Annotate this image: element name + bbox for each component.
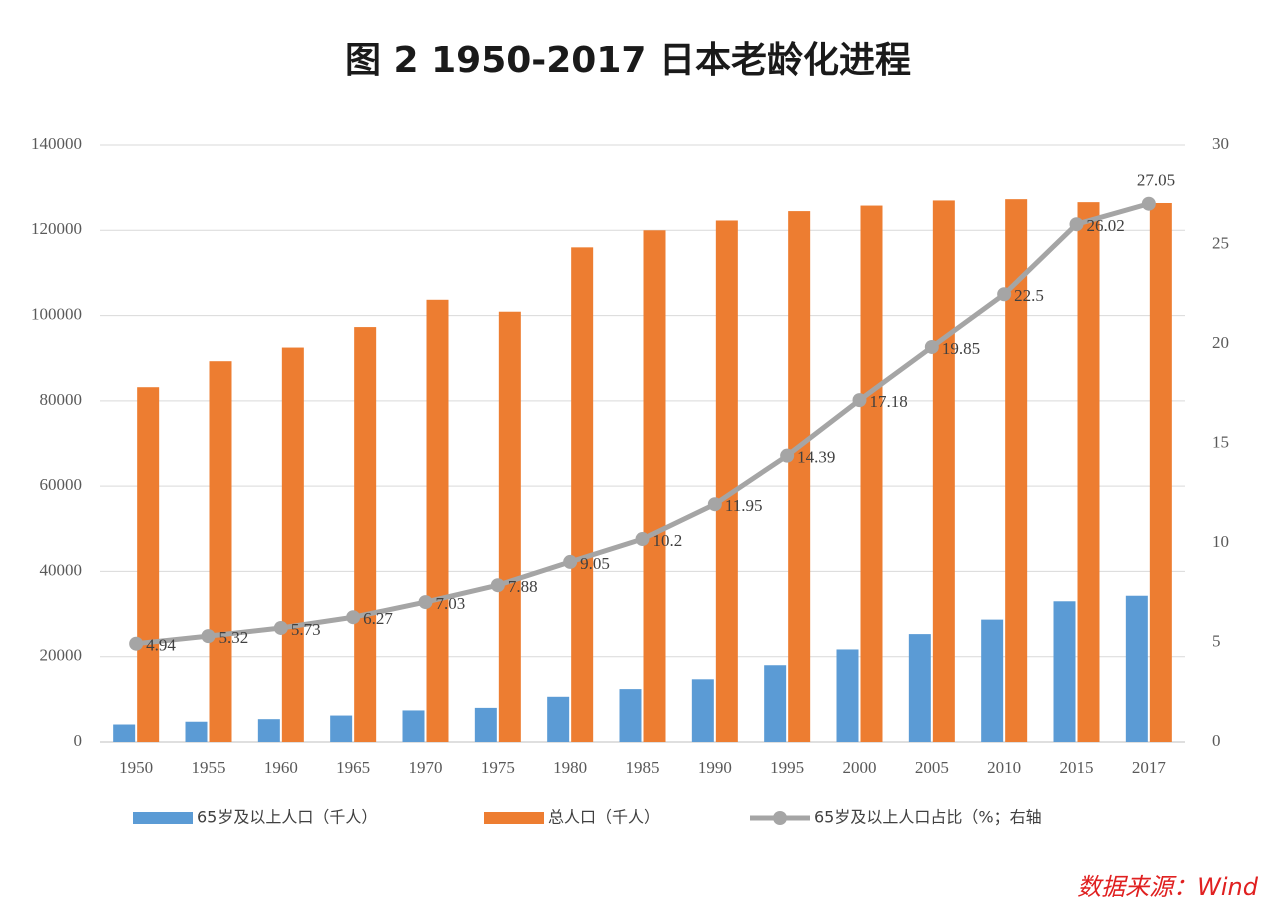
x-tick-label: 1985 <box>626 758 660 777</box>
x-tick-label: 1965 <box>336 758 370 777</box>
bar <box>185 721 208 742</box>
y-tick-label: 120000 <box>31 219 82 238</box>
legend-marker <box>773 811 787 825</box>
y-tick-label: 0 <box>74 731 83 750</box>
x-tick-label: 2015 <box>1060 758 1094 777</box>
value-label: 17.18 <box>870 392 908 411</box>
value-label: 6.27 <box>363 609 393 628</box>
value-label: 7.03 <box>436 594 466 613</box>
value-label: 9.05 <box>580 554 610 573</box>
bar <box>113 724 136 742</box>
bar <box>281 347 304 742</box>
bar <box>1125 595 1148 742</box>
x-tick-label: 1960 <box>264 758 298 777</box>
legend-label: 65岁及以上人口（千人） <box>197 808 377 827</box>
x-tick-label: 1990 <box>698 758 732 777</box>
value-label: 19.85 <box>942 339 980 358</box>
bar <box>402 710 425 742</box>
bar <box>836 649 859 742</box>
y2-tick-label: 5 <box>1212 631 1221 650</box>
y2-tick-label: 10 <box>1212 532 1229 551</box>
y2-tick-label: 30 <box>1212 134 1229 153</box>
x-tick-label: 1970 <box>409 758 443 777</box>
legend-swatch <box>133 812 193 824</box>
y2-tick-label: 0 <box>1212 731 1221 750</box>
line-marker <box>997 287 1012 302</box>
line-marker <box>924 339 939 354</box>
value-label: 27.05 <box>1137 171 1175 190</box>
y2-tick-label: 20 <box>1212 333 1229 352</box>
value-label: 11.95 <box>725 496 763 515</box>
chart-title: 图 2 1950-2017 日本老龄化进程 <box>345 40 911 81</box>
bar <box>1077 202 1100 743</box>
line-marker <box>852 393 867 408</box>
line-marker <box>780 448 795 463</box>
value-label: 10.2 <box>653 531 683 550</box>
x-tick-label: 1975 <box>481 758 515 777</box>
line-marker <box>346 610 361 625</box>
bar <box>691 679 714 742</box>
bar <box>547 696 570 742</box>
x-tick-label: 1980 <box>553 758 587 777</box>
line-marker <box>201 629 216 644</box>
bar <box>715 220 738 743</box>
x-tick-label: 2017 <box>1132 758 1167 777</box>
x-tick-label: 1995 <box>770 758 804 777</box>
bar <box>209 361 232 742</box>
bar <box>1053 601 1076 742</box>
y-tick-label: 40000 <box>40 560 83 579</box>
bar <box>619 689 642 742</box>
bar <box>908 634 931 742</box>
line-marker <box>707 497 722 512</box>
x-tick-label: 2000 <box>843 758 877 777</box>
line-marker <box>490 578 505 593</box>
bar <box>788 211 811 742</box>
bar <box>137 387 160 742</box>
y-tick-label: 100000 <box>31 304 82 323</box>
bar <box>257 719 280 742</box>
line-marker <box>129 636 144 651</box>
bar <box>498 311 521 742</box>
x-tick-label: 1950 <box>119 758 153 777</box>
y-tick-label: 60000 <box>40 475 83 494</box>
x-tick-label: 2005 <box>915 758 949 777</box>
value-label: 4.94 <box>146 636 176 655</box>
y2-tick-label: 15 <box>1212 432 1229 451</box>
line-marker <box>418 595 433 610</box>
y-tick-label: 140000 <box>31 134 82 153</box>
line-marker <box>635 532 650 547</box>
value-label: 7.88 <box>508 577 538 596</box>
value-label: 5.32 <box>219 628 249 647</box>
bar <box>860 205 883 742</box>
source-note: 数据来源：Wind <box>1077 873 1259 901</box>
x-tick-label: 2010 <box>987 758 1021 777</box>
legend-swatch <box>484 812 544 824</box>
bar <box>1149 202 1172 743</box>
bar <box>981 619 1004 742</box>
bar <box>354 327 377 742</box>
bar <box>330 715 353 742</box>
bar <box>474 707 497 742</box>
value-label: 14.39 <box>797 448 835 467</box>
line-marker <box>1069 217 1084 232</box>
value-label: 22.5 <box>1014 286 1044 305</box>
x-tick-label: 1955 <box>192 758 226 777</box>
bar <box>1005 199 1028 742</box>
value-label: 26.02 <box>1087 216 1125 235</box>
legend-label: 总人口（千人） <box>548 808 660 827</box>
bar <box>426 299 449 742</box>
bar <box>643 230 666 743</box>
bar <box>764 665 787 742</box>
bar <box>571 247 594 743</box>
y-tick-label: 80000 <box>40 390 83 409</box>
line-marker <box>273 620 288 635</box>
legend-label: 65岁及以上人口占比（%；右轴 <box>814 808 1042 827</box>
value-label: 5.73 <box>291 620 321 639</box>
bar <box>932 200 955 742</box>
y-tick-label: 20000 <box>40 646 83 665</box>
line-marker <box>1141 196 1156 211</box>
y2-tick-label: 25 <box>1212 233 1229 252</box>
line-marker <box>563 554 578 569</box>
